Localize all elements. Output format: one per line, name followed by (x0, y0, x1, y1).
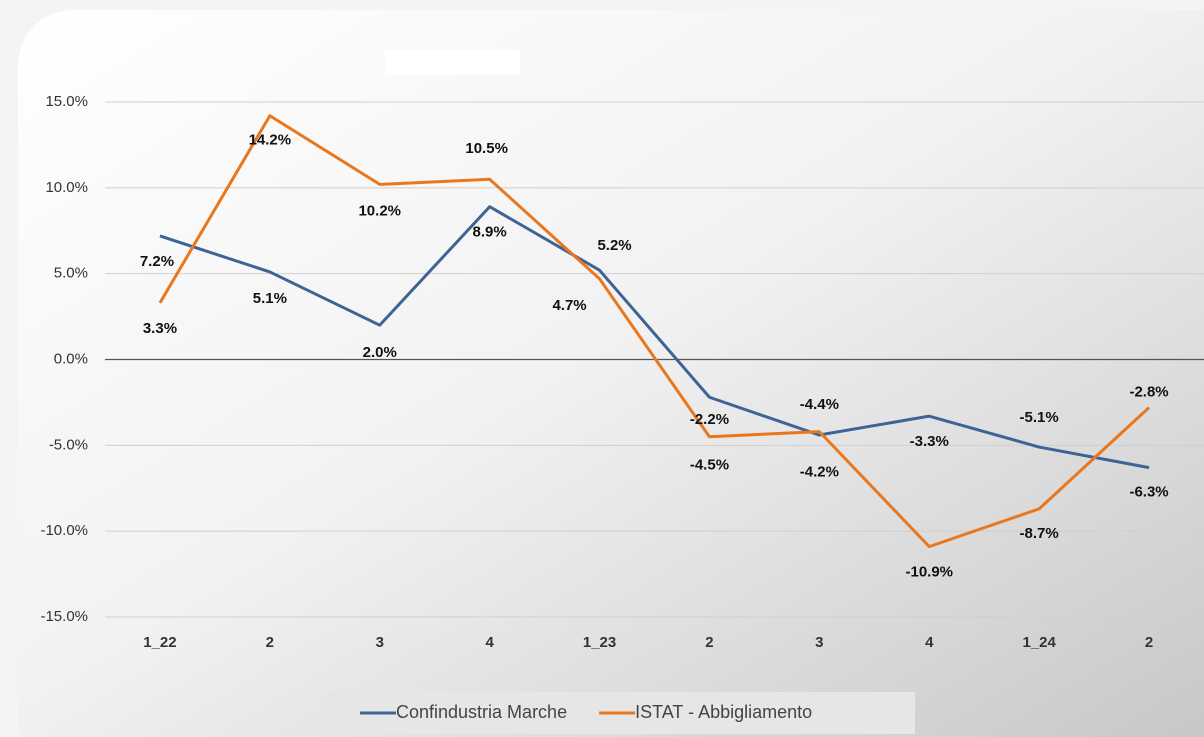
y-tick-label: -10.0% (40, 522, 88, 539)
data-label: 10.2% (358, 202, 401, 219)
data-label: -6.3% (1129, 484, 1168, 501)
y-tick-label: 15.0% (45, 93, 88, 110)
title-placeholder (385, 50, 520, 75)
data-label: -10.9% (905, 564, 953, 581)
x-tick-label: 2 (266, 634, 274, 651)
y-tick-label: -5.0% (49, 436, 88, 453)
y-tick-label: 5.0% (54, 265, 88, 282)
data-label: 8.9% (473, 224, 507, 241)
data-label: 10.5% (465, 140, 508, 157)
data-label: -2.2% (690, 411, 729, 428)
data-label: 14.2% (249, 132, 292, 149)
data-label: 2.0% (363, 344, 397, 361)
data-label: 7.2% (140, 253, 174, 270)
plot-panel (18, 10, 1204, 737)
x-tick-label: 1_24 (1022, 634, 1056, 651)
data-label: 5.1% (253, 290, 287, 307)
x-tick-label: 3 (376, 634, 384, 651)
labels: -15.0% -10.0% -5.0% 0.0% 5.0% 10.0% 15.0% 1_22 2… (40, 93, 1168, 722)
x-tick-label: 1_22 (143, 634, 176, 651)
data-label: 4.7% (552, 297, 586, 314)
series-line (159, 205, 1150, 470)
x-tick-label: 1_23 (583, 634, 616, 651)
data-label: 3.3% (143, 320, 177, 337)
data-label: -3.3% (910, 433, 949, 450)
marks (158, 114, 1151, 549)
data-label: 5.2% (597, 237, 631, 254)
data-label: -2.8% (1129, 384, 1168, 401)
x-tick-label: 4 (925, 634, 934, 651)
series-line (158, 114, 1151, 549)
data-label: -4.5% (690, 457, 729, 474)
x-tick-label: 2 (1145, 634, 1153, 651)
data-label: -4.4% (800, 396, 839, 413)
grid (105, 101, 1204, 618)
y-tick-label: 10.0% (45, 179, 88, 196)
data-label: -8.7% (1020, 525, 1059, 542)
x-tick-label: 4 (485, 634, 494, 651)
data-label: -4.2% (800, 464, 839, 481)
y-tick-label: 0.0% (54, 350, 88, 367)
x-tick-label: 2 (705, 634, 713, 651)
legend-label: Confindustria Marche (396, 702, 567, 722)
y-tick-label: -15.0% (40, 608, 88, 625)
x-tick-label: 3 (815, 634, 823, 651)
legend-label: ISTAT - Abbigliamento (635, 702, 812, 722)
data-label: -5.1% (1020, 409, 1059, 426)
